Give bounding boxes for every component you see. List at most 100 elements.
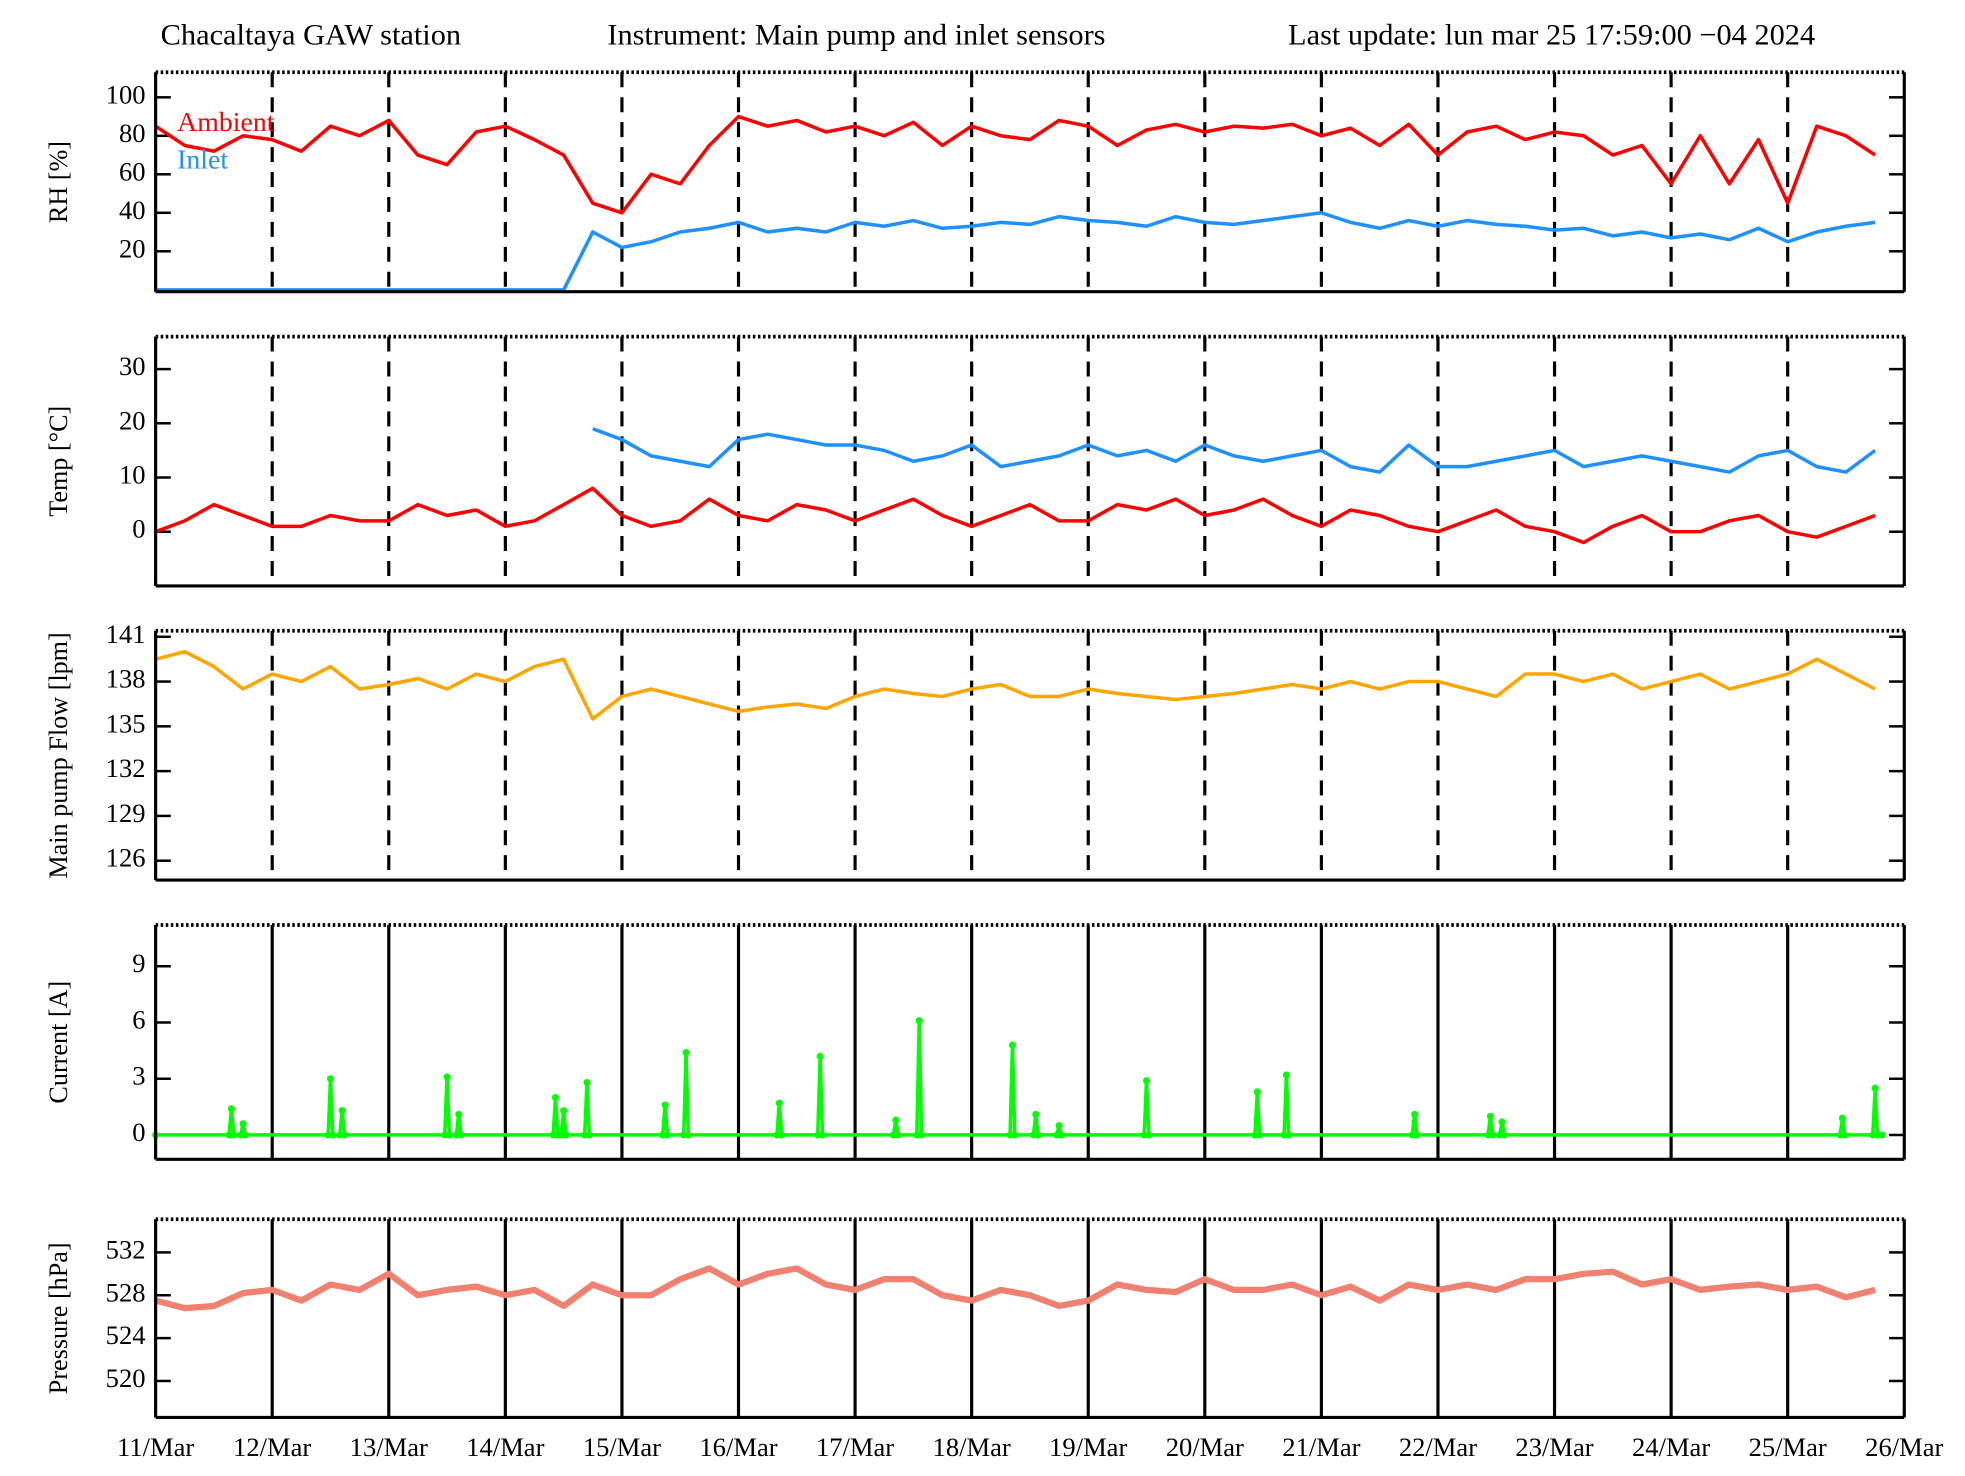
point <box>818 1131 826 1139</box>
point <box>1411 1110 1419 1118</box>
point <box>1253 1088 1261 1096</box>
y-tick-label: 80 <box>119 119 146 148</box>
point <box>1282 1071 1290 1079</box>
y-tick-label: 3 <box>132 1062 145 1091</box>
point <box>682 1048 690 1056</box>
point <box>1256 1131 1264 1139</box>
point <box>1486 1112 1494 1120</box>
x-tick-label: 20/Mar <box>1166 1433 1244 1462</box>
series-line <box>155 649 1876 721</box>
y-tick-label: 0 <box>132 1118 145 1147</box>
series-line <box>155 486 1876 545</box>
point <box>1489 1131 1497 1139</box>
x-tick-label: 23/Mar <box>1515 1433 1593 1462</box>
y-tick-label: 138 <box>106 665 146 694</box>
y-tick-label: 9 <box>132 949 145 978</box>
point <box>455 1110 463 1118</box>
x-tick-label: 16/Mar <box>699 1433 777 1462</box>
point <box>230 1131 238 1139</box>
point <box>1838 1114 1847 1122</box>
station-title: Chacaltaya GAW station <box>161 17 461 51</box>
legend-label: Inlet <box>177 144 228 175</box>
x-tick-label: 21/Mar <box>1282 1433 1360 1462</box>
point <box>1011 1131 1019 1139</box>
point <box>338 1107 346 1115</box>
legend-label: Ambient <box>177 106 275 137</box>
x-tick-label: 11/Mar <box>117 1433 194 1462</box>
y-tick-label: 520 <box>106 1364 146 1393</box>
point <box>778 1131 786 1139</box>
y-tick-label: 10 <box>119 461 146 490</box>
point <box>917 1131 926 1139</box>
series-line <box>592 427 1877 474</box>
point <box>661 1101 669 1109</box>
point <box>663 1131 671 1139</box>
point <box>560 1107 568 1115</box>
y-tick-label: 6 <box>132 1006 145 1035</box>
y-tick-label: 126 <box>106 844 146 873</box>
y-tick-label: 0 <box>132 515 145 544</box>
y-tick-label: 524 <box>106 1321 146 1350</box>
x-tick-label: 12/Mar <box>233 1433 311 1462</box>
y-axis-label: Current [A] <box>44 981 73 1104</box>
y-axis-label: RH [%] <box>44 141 73 223</box>
x-tick-label: 17/Mar <box>816 1433 894 1462</box>
point <box>457 1131 465 1139</box>
series-line <box>154 114 1877 215</box>
x-tick-label: 19/Mar <box>1049 1433 1127 1462</box>
y-tick-label: 40 <box>119 196 146 225</box>
series-line <box>155 211 1876 292</box>
point <box>1055 1122 1063 1130</box>
point <box>1032 1110 1040 1118</box>
point <box>1878 1131 1886 1139</box>
update-title: Last update: lun mar 25 17:59:00 −04 202… <box>1288 17 1815 51</box>
x-tick-label: 24/Mar <box>1632 1433 1710 1462</box>
point <box>1413 1131 1421 1139</box>
point <box>892 1116 900 1124</box>
point <box>1498 1118 1506 1126</box>
y-tick-label: 141 <box>106 620 146 649</box>
point <box>585 1131 593 1139</box>
y-tick-label: 532 <box>106 1236 146 1265</box>
point <box>326 1075 335 1083</box>
point <box>1500 1131 1508 1139</box>
y-tick-label: 100 <box>106 80 146 109</box>
point <box>227 1105 235 1113</box>
point <box>1871 1084 1879 1092</box>
y-tick-label: 135 <box>106 710 146 739</box>
x-tick-label: 18/Mar <box>933 1433 1011 1462</box>
x-tick-label: 14/Mar <box>466 1433 544 1462</box>
series-line <box>154 1265 1876 1312</box>
point <box>562 1131 570 1139</box>
series-line <box>155 1018 1883 1137</box>
point <box>239 1120 247 1128</box>
point <box>1008 1041 1017 1049</box>
x-tick-label: 26/Mar <box>1865 1433 1943 1462</box>
point <box>915 1017 923 1025</box>
point <box>1841 1131 1849 1139</box>
x-tick-label: 13/Mar <box>350 1433 428 1462</box>
point <box>445 1131 453 1139</box>
x-tick-label: 25/Mar <box>1749 1433 1827 1462</box>
y-axis-label: Pressure [hPa] <box>44 1242 73 1394</box>
x-tick-label: 15/Mar <box>583 1433 661 1462</box>
y-tick-label: 132 <box>106 754 146 783</box>
point <box>775 1099 783 1107</box>
y-tick-label: 60 <box>119 157 146 186</box>
point <box>1057 1131 1065 1139</box>
point <box>1145 1131 1153 1139</box>
y-axis-label: Main pump Flow [lpm] <box>44 632 73 878</box>
point <box>329 1131 337 1139</box>
point <box>583 1078 591 1086</box>
y-tick-label: 129 <box>106 799 146 828</box>
y-tick-label: 30 <box>119 352 146 381</box>
instrument-title: Instrument: Main pump and inlet sensors <box>607 17 1105 51</box>
point <box>1285 1131 1293 1139</box>
point <box>684 1131 692 1139</box>
y-tick-label: 528 <box>106 1278 146 1307</box>
point <box>816 1052 824 1060</box>
y-axis-label: Temp [°C] <box>44 406 73 517</box>
point <box>443 1073 451 1081</box>
